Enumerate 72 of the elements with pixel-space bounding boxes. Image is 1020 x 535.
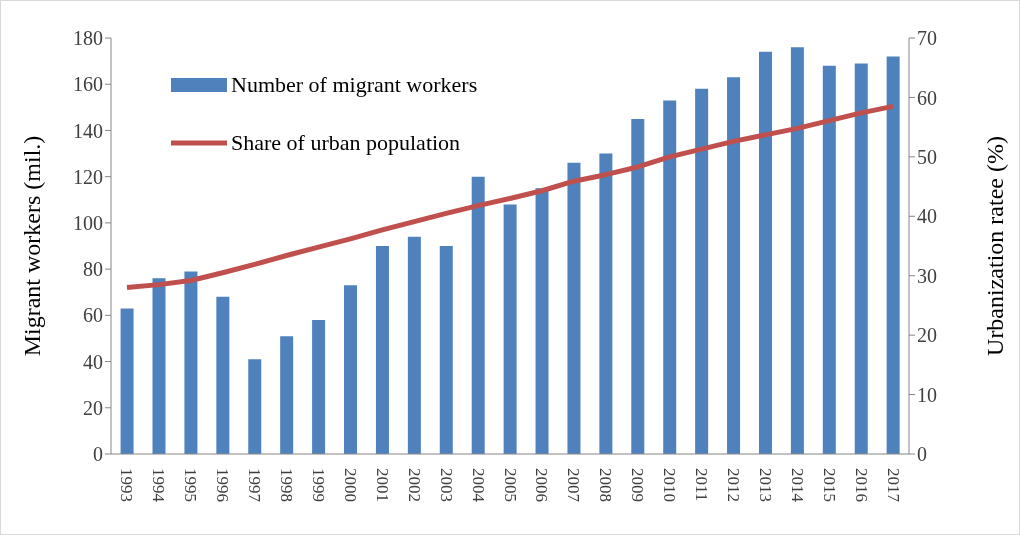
bar bbox=[152, 278, 166, 454]
y2-tick-label: 70 bbox=[917, 27, 937, 50]
bar bbox=[663, 100, 677, 454]
y2-tick-label: 40 bbox=[917, 205, 937, 228]
x-tick-label: 1999 bbox=[308, 468, 328, 502]
x-tick-label: 2016 bbox=[851, 468, 871, 502]
bar bbox=[216, 296, 230, 454]
y-tick-label: 160 bbox=[73, 73, 103, 96]
bar bbox=[758, 51, 772, 454]
bar bbox=[854, 63, 868, 454]
x-tick-label: 2010 bbox=[660, 468, 680, 502]
y-tick-label: 80 bbox=[83, 258, 103, 281]
bar bbox=[375, 246, 389, 454]
y2-tick-label: 50 bbox=[917, 145, 937, 168]
x-tick-label: 2008 bbox=[596, 468, 616, 502]
y-axis-title: Migrant workers (mil.) bbox=[18, 135, 45, 357]
y2-tick-label: 20 bbox=[917, 324, 937, 347]
bar bbox=[439, 246, 453, 454]
y-tick-label: 20 bbox=[83, 396, 103, 419]
y-tick-label: 0 bbox=[93, 443, 103, 466]
x-tick-label: 2009 bbox=[628, 468, 648, 502]
x-tick-label: 2015 bbox=[819, 468, 839, 502]
x-tick-label: 2014 bbox=[787, 468, 807, 503]
y2-axis-title: Urbanization ratee (%) bbox=[981, 136, 1008, 356]
x-tick-label: 2000 bbox=[340, 468, 360, 502]
bar bbox=[248, 359, 262, 454]
x-tick-label: 2006 bbox=[532, 468, 552, 502]
x-tick-label: 2012 bbox=[723, 468, 743, 502]
bar bbox=[344, 285, 358, 454]
x-tick-label: 2005 bbox=[500, 468, 520, 502]
y-tick-label: 40 bbox=[83, 350, 103, 373]
bar bbox=[120, 308, 134, 454]
bar bbox=[535, 188, 549, 454]
legend-label: Share of urban population bbox=[231, 130, 461, 156]
y-tick-label: 120 bbox=[73, 165, 103, 188]
y-tick-label: 100 bbox=[73, 211, 103, 234]
bar bbox=[503, 204, 517, 454]
bar bbox=[790, 47, 804, 454]
x-tick-label: 2007 bbox=[564, 468, 584, 503]
x-tick-label: 1996 bbox=[213, 468, 233, 502]
bar bbox=[407, 236, 421, 454]
x-tick-label: 1993 bbox=[117, 468, 137, 502]
y-tick-label: 60 bbox=[83, 304, 103, 327]
legend-label: Number of migrant workers bbox=[231, 72, 478, 98]
x-tick-label: 2013 bbox=[755, 468, 775, 502]
x-tick-label: 2004 bbox=[468, 468, 488, 503]
bar bbox=[727, 77, 741, 454]
y2-tick-label: 10 bbox=[917, 383, 937, 406]
x-tick-label: 2001 bbox=[372, 468, 392, 502]
x-tick-label: 1994 bbox=[149, 468, 169, 503]
x-tick-label: 2011 bbox=[692, 468, 712, 502]
bar bbox=[567, 162, 581, 454]
bar bbox=[184, 271, 198, 454]
bar bbox=[631, 118, 645, 454]
x-tick-label: 1998 bbox=[277, 468, 297, 502]
bar bbox=[312, 319, 326, 454]
bar bbox=[886, 56, 900, 454]
x-tick-label: 1995 bbox=[181, 468, 201, 502]
bar bbox=[280, 336, 294, 454]
x-tick-label: 2017 bbox=[883, 468, 903, 503]
y2-tick-label: 60 bbox=[917, 86, 937, 109]
y-tick-label: 180 bbox=[73, 27, 103, 50]
y2-tick-label: 0 bbox=[917, 443, 927, 466]
bar bbox=[599, 153, 613, 454]
bar bbox=[695, 88, 709, 454]
x-tick-label: 2002 bbox=[404, 468, 424, 502]
y-tick-label: 140 bbox=[73, 119, 103, 142]
x-tick-label: 2003 bbox=[436, 468, 456, 502]
x-tick-label: 1997 bbox=[245, 468, 265, 503]
y2-tick-label: 30 bbox=[917, 264, 937, 287]
bar bbox=[822, 65, 836, 454]
bar bbox=[471, 176, 485, 454]
